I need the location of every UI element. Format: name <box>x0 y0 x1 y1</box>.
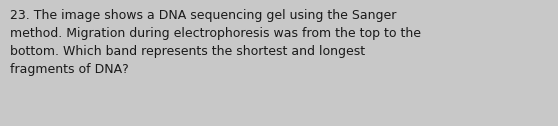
Text: 23. The image shows a DNA sequencing gel using the Sanger
method. Migration duri: 23. The image shows a DNA sequencing gel… <box>10 9 421 76</box>
